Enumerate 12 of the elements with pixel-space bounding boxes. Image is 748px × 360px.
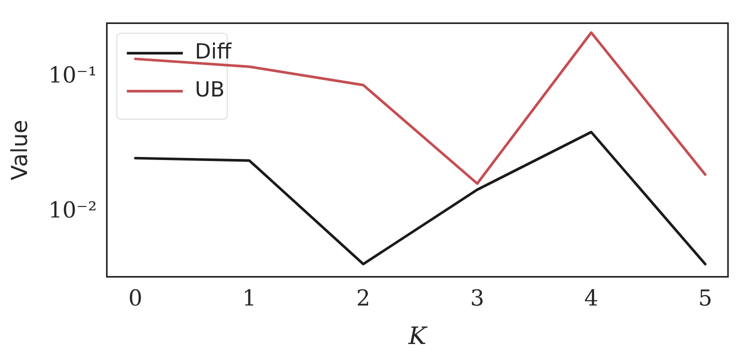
x-tick-label: 1: [242, 286, 256, 312]
x-tick-label: 2: [356, 286, 370, 312]
x-tick-label: 0: [128, 286, 142, 312]
legend-label: UB: [194, 78, 225, 102]
y-axis-title: Value: [8, 120, 33, 180]
y-tick-label: 10⁻¹: [48, 64, 97, 89]
x-tick-label: 5: [698, 286, 712, 312]
x-tick-label: 4: [584, 286, 598, 312]
x-axis-title: K: [407, 322, 428, 350]
y-tick-label: 10⁻²: [48, 198, 97, 224]
legend-label: Diff: [194, 40, 232, 64]
x-tick-label: 3: [470, 286, 484, 312]
